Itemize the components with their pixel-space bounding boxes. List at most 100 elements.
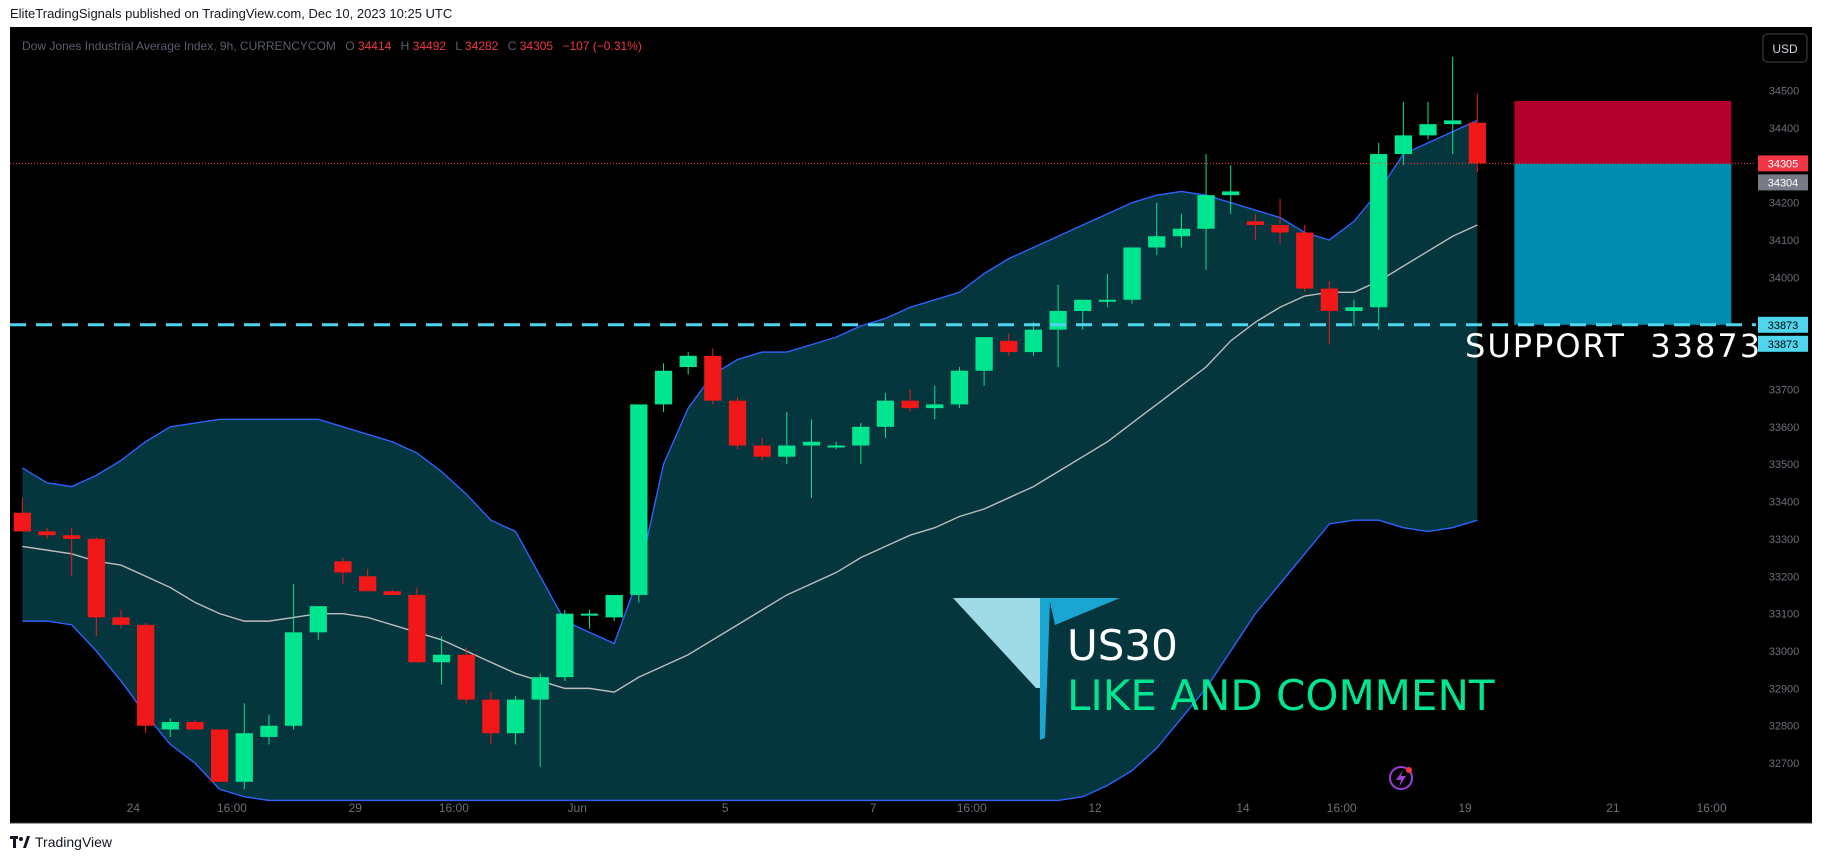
- candle[interactable]: [1345, 299, 1363, 326]
- candle[interactable]: [1197, 154, 1215, 270]
- candle[interactable]: [1468, 93, 1486, 172]
- candle[interactable]: [358, 568, 377, 592]
- lightning-icon[interactable]: [1389, 766, 1413, 790]
- candle[interactable]: [432, 636, 451, 685]
- candle[interactable]: [556, 609, 574, 681]
- publisher-caption: EliteTradingSignals published on Trading…: [10, 6, 453, 21]
- candle-body: [531, 677, 549, 700]
- candle[interactable]: [1394, 101, 1412, 166]
- candle[interactable]: [901, 389, 919, 412]
- candle[interactable]: [605, 594, 623, 622]
- candle[interactable]: [161, 718, 179, 737]
- candle[interactable]: [679, 352, 697, 375]
- time-tick-label: 14: [1236, 801, 1250, 815]
- symbol-name: Dow Jones Industrial Average Index, 9h, …: [22, 39, 336, 53]
- price-tick-label: 34400: [1769, 123, 1800, 135]
- candle-body: [1271, 225, 1289, 233]
- footer-brand: TradingView: [10, 834, 112, 850]
- candle[interactable]: [506, 695, 525, 745]
- candle[interactable]: [654, 363, 673, 412]
- price-tick-label: 33000: [1769, 646, 1800, 658]
- candle[interactable]: [309, 606, 327, 640]
- support-price-tag-2: 33873: [1758, 335, 1808, 352]
- candle[interactable]: [112, 609, 130, 629]
- support-price-tag-text: 33873: [1768, 320, 1799, 332]
- price-tick-label: 33400: [1769, 497, 1800, 509]
- candle[interactable]: [38, 527, 56, 539]
- price-tick-label: 32800: [1769, 721, 1800, 733]
- candle[interactable]: [1246, 213, 1265, 240]
- candle[interactable]: [137, 622, 155, 734]
- candle[interactable]: [186, 720, 204, 730]
- candle[interactable]: [63, 527, 81, 577]
- price-tick-label: 33100: [1769, 609, 1800, 621]
- symbol-legend: Dow Jones Industrial Average Index, 9h, …: [22, 39, 642, 53]
- candle[interactable]: [778, 411, 796, 465]
- candle[interactable]: [1419, 101, 1437, 140]
- candle[interactable]: [1000, 333, 1018, 356]
- candle-body: [1296, 232, 1314, 289]
- candle[interactable]: [408, 587, 426, 663]
- candle[interactable]: [630, 404, 648, 603]
- candle[interactable]: [926, 385, 944, 420]
- candle[interactable]: [13, 497, 31, 532]
- high-label: H: [401, 39, 410, 53]
- candle-body: [235, 733, 253, 782]
- candle[interactable]: [827, 441, 845, 450]
- candle[interactable]: [457, 647, 475, 704]
- candle[interactable]: [1320, 281, 1338, 345]
- last-price-tag: 34305: [1758, 155, 1808, 172]
- candle[interactable]: [1024, 322, 1043, 356]
- candle[interactable]: [1098, 273, 1117, 308]
- candle[interactable]: [334, 557, 352, 584]
- time-tick-label: 19: [1458, 801, 1472, 815]
- candle-body: [728, 400, 747, 446]
- take-profit-zone[interactable]: [1514, 163, 1732, 325]
- candle[interactable]: [876, 393, 895, 439]
- candle[interactable]: [482, 692, 500, 745]
- candle[interactable]: [1148, 202, 1166, 255]
- candle[interactable]: [580, 609, 599, 629]
- candle[interactable]: [531, 673, 549, 767]
- candle[interactable]: [210, 729, 229, 782]
- stop-loss-zone[interactable]: [1514, 100, 1732, 164]
- time-tick-label: 29: [349, 801, 363, 815]
- candle[interactable]: [1271, 198, 1289, 244]
- candle-body: [137, 624, 155, 726]
- currency-button[interactable]: USD: [1762, 33, 1808, 63]
- candle[interactable]: [1296, 225, 1314, 293]
- price-tick-label: 34100: [1769, 235, 1800, 247]
- candle[interactable]: [704, 348, 722, 405]
- candle[interactable]: [852, 423, 870, 465]
- candle[interactable]: [802, 419, 821, 498]
- time-tick-label: 12: [1088, 801, 1102, 815]
- candle-body: [679, 355, 697, 368]
- candle[interactable]: [1172, 213, 1191, 248]
- candle[interactable]: [1222, 165, 1240, 214]
- candle[interactable]: [260, 714, 278, 745]
- time-tick-label: 5: [722, 801, 729, 815]
- candle-body: [457, 654, 475, 700]
- candles[interactable]: [13, 56, 1486, 790]
- candle-body: [284, 632, 303, 726]
- candle[interactable]: [1444, 56, 1462, 155]
- candle-body: [1049, 310, 1067, 330]
- price-tick-label: 33700: [1769, 384, 1800, 396]
- candle[interactable]: [950, 367, 969, 409]
- candle-body: [630, 404, 648, 595]
- candle[interactable]: [1123, 247, 1141, 304]
- candle[interactable]: [235, 703, 253, 790]
- candle[interactable]: [383, 589, 401, 595]
- candle[interactable]: [1370, 142, 1388, 330]
- candle[interactable]: [87, 537, 105, 637]
- time-tick-label: 16:00: [957, 801, 987, 815]
- candle-body: [358, 576, 377, 592]
- price-tick-label: 33200: [1769, 571, 1800, 583]
- candle-body: [975, 337, 993, 371]
- candle[interactable]: [975, 337, 993, 386]
- candle[interactable]: [728, 396, 747, 450]
- candle[interactable]: [284, 583, 303, 730]
- low-label: L: [455, 39, 462, 53]
- candle[interactable]: [753, 438, 771, 461]
